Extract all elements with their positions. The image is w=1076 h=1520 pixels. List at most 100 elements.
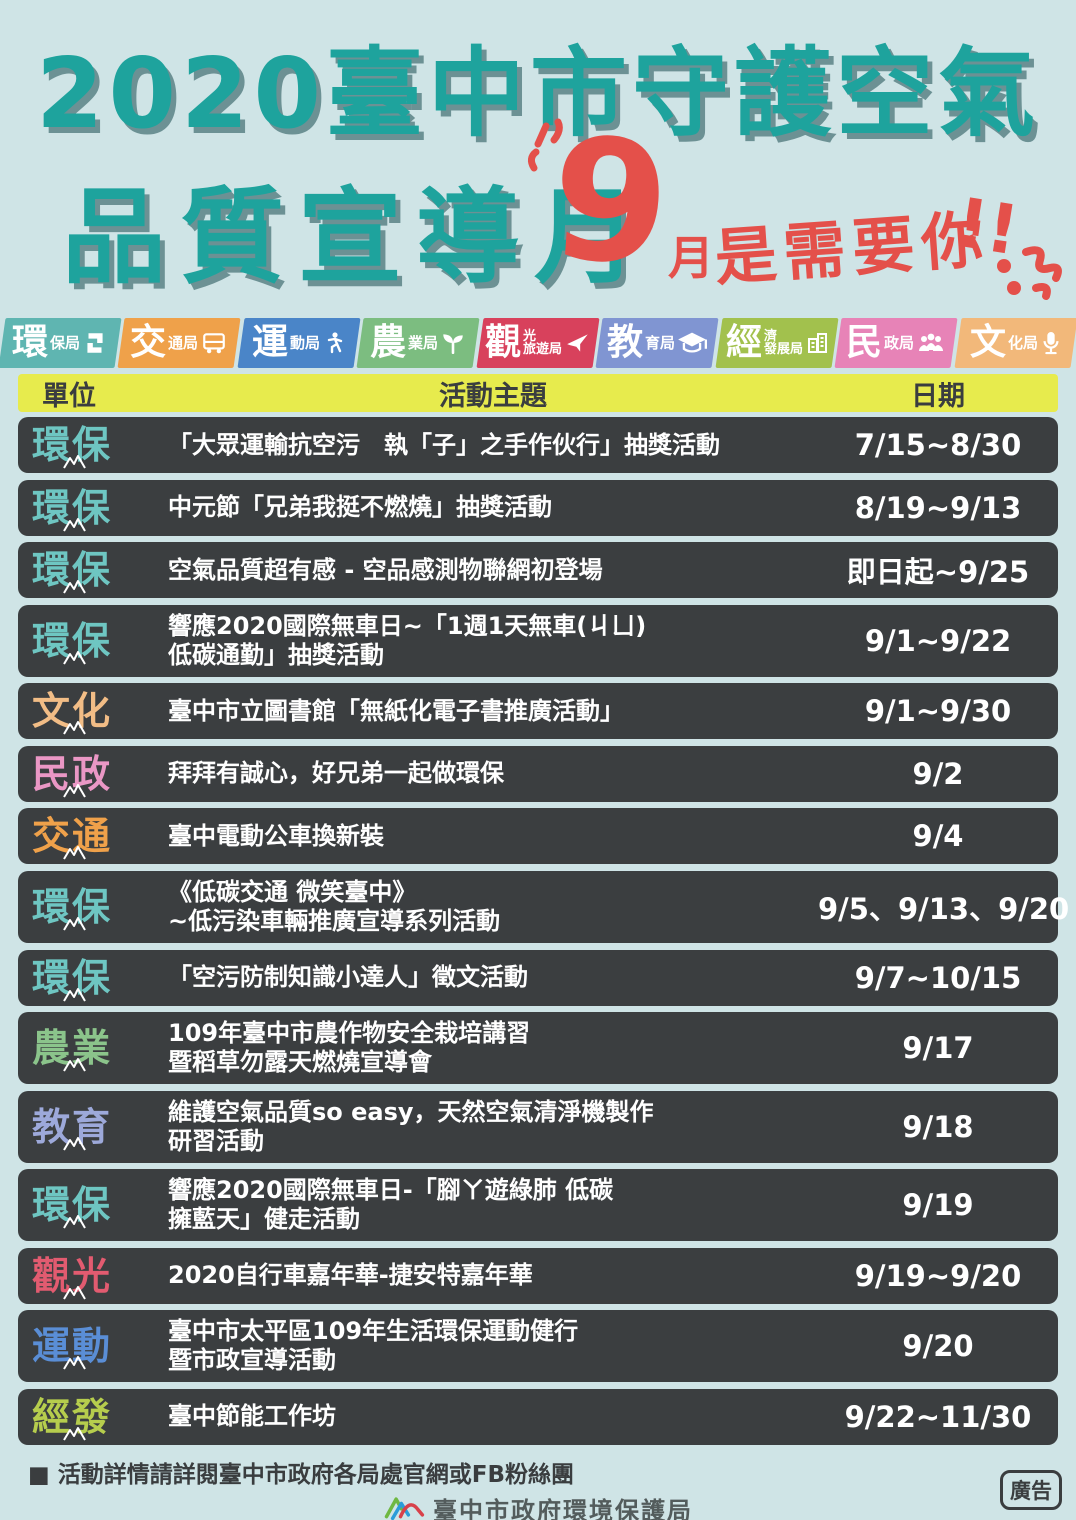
row-date: 9/2: [912, 756, 964, 791]
bureau-badge-small-text: 化局: [1007, 334, 1038, 352]
table-row: 環保 響應2020國際無車日~「1週1天無車(ㄐㄩ) 低碳通勤」抽獎活動 9/1~9…: [18, 604, 1058, 677]
row-topic: 臺中節能工作坊: [168, 1402, 336, 1431]
spark-icon: [526, 118, 566, 178]
plane-icon: [563, 330, 591, 356]
row-unit-label: 民政: [32, 751, 113, 798]
row-unit-label: 經發: [32, 1394, 113, 1441]
table-row: 運動 臺中市太平區109年生活環保運動健行 暨市政宣導活動 9/20: [18, 1310, 1058, 1383]
bureau-badge-big-char: 教: [607, 322, 644, 363]
row-topic: 拜拜有誠心，好兄弟一起做環保: [168, 759, 504, 788]
table-row: 教育 維護空氣品質so easy，天然空氣清淨機製作 研習活動 9/18: [18, 1090, 1058, 1163]
bureau-badge-big-char: 交: [130, 322, 167, 363]
row-unit-label: 運動: [32, 1324, 113, 1370]
row-date: 9/4: [912, 819, 964, 854]
row-date: 9/18: [902, 1109, 974, 1144]
bureau-badge: 觀光旅遊局: [476, 318, 600, 368]
microphone-icon: [1040, 329, 1062, 357]
bureau-badge: 文化局: [953, 318, 1076, 368]
people-icon: [916, 330, 946, 356]
header-topic: 活動主題: [439, 381, 547, 412]
row-date: 9/22~11/30: [844, 1399, 1032, 1434]
row-date: 9/1~9/22: [864, 623, 1012, 658]
table-row: 環保 中元節「兄弟我挺不燃燒」抽獎活動 8/19~9/13: [18, 479, 1058, 536]
row-unit-label: 環保: [32, 548, 113, 594]
row-date: 9/7~10/15: [854, 960, 1022, 995]
row-topic: 響應2020國際無車日~「1週1天無車(ㄐㄩ) 低碳通勤」抽獎活動: [168, 611, 647, 669]
bureau-badge: 運動局: [237, 318, 361, 368]
bureau-badge-big-char: 農: [370, 322, 407, 363]
row-topic: 中元節「兄弟我挺不燃燒」抽獎活動: [168, 493, 552, 522]
table-row: 環保 「空污防制知識小達人」徵文活動 9/7~10/15: [18, 949, 1058, 1006]
table-row: 農業 109年臺中市農作物安全栽培講習 暨稻草勿露天燃燒宣導會 9/17: [18, 1012, 1058, 1085]
bureau-badge-small-text: 育局: [645, 334, 676, 352]
bureau-badge-small-text: 業局: [408, 334, 439, 352]
row-date: 7/15~8/30: [854, 428, 1022, 462]
recycle-icon: [82, 330, 108, 356]
row-unit-label: 環保: [32, 485, 113, 532]
table-row: 文化 臺中市立圖書館「無紙化電子書推廣活動」 9/1~9/30: [18, 683, 1058, 740]
runner-icon: [322, 329, 346, 357]
row-topic: 「空污防制知識小達人」徵文活動: [168, 963, 528, 991]
table-row: 交通 臺中電動公車換新裝 9/4: [18, 808, 1058, 865]
bureau-badge: 教育局: [595, 318, 720, 368]
bureau-badge: 經濟發展局: [715, 318, 839, 368]
bureau-badge-big-char: 民: [846, 322, 883, 363]
highlight-phrase: 是需要你: [712, 202, 993, 295]
row-topic: 109年臺中市農作物安全栽培講習 暨稻草勿露天燃燒宣導會: [168, 1019, 531, 1077]
bureau-badge-small-text: 濟發展局: [763, 329, 803, 357]
epa-logo-icon: [383, 1492, 425, 1520]
row-unit-label: 環保: [32, 618, 113, 665]
highlight-month: 月: [668, 231, 714, 285]
header-date: 日期: [911, 381, 965, 412]
table-row: 民政 拜拜有誠心，好兄弟一起做環保 9/2: [18, 745, 1058, 802]
row-unit-label: 環保: [32, 955, 113, 1002]
table-row: 觀光 2020自行車嘉年華-捷安特嘉年華 9/19~9/20: [18, 1247, 1058, 1304]
building-icon: [804, 329, 828, 357]
header-unit: 單位: [42, 381, 96, 412]
row-date: 9/20: [902, 1329, 974, 1364]
footer-note: ■ 活動詳情請詳閱臺中市政府各局處官網或FB粉絲團: [28, 1462, 574, 1488]
title-line-2: 品質宣導月: [62, 176, 653, 298]
row-unit-label: 觀光: [32, 1253, 113, 1300]
row-date: 8/19~9/13: [854, 490, 1022, 525]
squiggle-icon: [992, 244, 1062, 310]
grad-cap-icon: [677, 330, 708, 356]
bureau-badge-small-text: 保局: [50, 334, 81, 352]
bureau-badge-big-char: 觀: [484, 322, 521, 363]
table-row: 環保 「大眾運輸抗空污 執「子」之手作伙行」抽獎活動 7/15~8/30: [18, 417, 1058, 473]
bureau-badge-small-text: 光旅遊局: [522, 329, 562, 357]
table-header: 單位 活動主題 日期: [18, 374, 1058, 412]
row-topic: 臺中市立圖書館「無紙化電子書推廣活動」: [168, 696, 624, 725]
row-unit-label: 環保: [32, 1183, 113, 1229]
table-row: 環保 空氣品質超有感 - 空品感測物聯網初登場 即日起~9/25: [18, 542, 1058, 599]
row-topic: 臺中電動公車換新裝: [168, 821, 384, 850]
table-row: 環保 響應2020國際無車日-「腳ㄚ遊綠肺 低碳 擁藍天」健走活動 9/19: [18, 1169, 1058, 1242]
row-date: 9/19~9/20: [854, 1258, 1022, 1293]
title-area: 2020臺中市守護空氣 品質宣導月 9 月 是需要你 !!: [0, 0, 1076, 312]
row-unit-label: 教育: [32, 1104, 113, 1151]
activity-table: 環保 「大眾運輸抗空污 執「子」之手作伙行」抽獎活動 7/15~8/30 環保 中元節「…: [18, 417, 1070, 1445]
bureau-badge: 民政局: [834, 318, 959, 368]
table-row: 經發 臺中節能工作坊 9/22~11/30: [18, 1388, 1058, 1445]
bureau-badge: 環保局: [0, 318, 122, 368]
row-unit-label: 文化: [32, 689, 113, 735]
row-unit-label: 環保: [32, 423, 113, 469]
row-topic: 2020自行車嘉年華-捷安特嘉年華: [168, 1261, 533, 1290]
logo-row: 臺中市政府環境保護局: [0, 1491, 1076, 1520]
bureau-badge-small-text: 動局: [290, 334, 321, 352]
bureau-badge: 交通局: [117, 318, 242, 368]
row-unit-label: 環保: [32, 884, 113, 931]
bureau-badge-small-text: 政局: [884, 334, 915, 352]
row-topic: 響應2020國際無車日-「腳ㄚ遊綠肺 低碳 擁藍天」健走活動: [168, 1176, 614, 1234]
row-date: 9/5、9/13、9/20: [818, 891, 1070, 926]
row-topic: 空氣品質超有感 - 空品感測物聯網初登場: [168, 555, 603, 584]
row-date: 9/17: [902, 1031, 974, 1066]
row-unit-label: 農業: [32, 1026, 113, 1072]
bureau-badge-big-char: 經: [725, 322, 762, 363]
row-topic: 《低碳交通 微笑臺中》 ~低污染車輛推廣宣導系列活動: [168, 877, 501, 935]
sprout-icon: [441, 330, 467, 356]
row-topic: 「大眾運輸抗空污 執「子」之手作伙行」抽獎活動: [168, 430, 720, 459]
row-date: 9/19: [902, 1188, 974, 1223]
row-date: 即日起~9/25: [846, 555, 1030, 590]
